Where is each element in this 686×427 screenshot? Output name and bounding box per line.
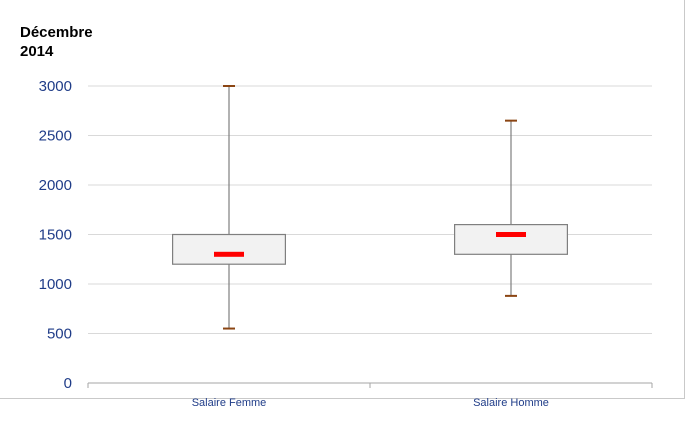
median-marker <box>214 251 244 257</box>
x-category-label: Salaire Homme <box>473 397 549 409</box>
y-tick-label: 500 <box>47 326 72 343</box>
box-series <box>172 85 569 330</box>
y-tick-label: 2000 <box>39 177 72 194</box>
chart-frame <box>0 0 685 399</box>
y-tick-label: 1500 <box>39 227 72 244</box>
y-tick-label: 1000 <box>39 276 72 293</box>
y-tick-label: 0 <box>64 375 72 392</box>
x-category-label: Salaire Femme <box>192 397 267 409</box>
box-iqr <box>172 233 287 265</box>
chart-title: Décembre 2014 <box>20 23 180 61</box>
box-iqr <box>454 224 569 255</box>
y-tick-label: 3000 <box>39 78 72 95</box>
y-axis: 0 500 1000 1500 2000 2500 3000 <box>39 78 72 392</box>
box-1 <box>172 85 287 330</box>
chart-title-line2: 2014 <box>20 43 54 60</box>
chart-title-line1: Décembre <box>20 24 93 41</box>
box-2 <box>454 119 569 297</box>
gridlines <box>88 85 652 334</box>
y-tick-label: 2500 <box>39 128 72 145</box>
median-marker <box>496 232 526 237</box>
x-axis: Salaire Femme Salaire Homme <box>87 382 653 409</box>
